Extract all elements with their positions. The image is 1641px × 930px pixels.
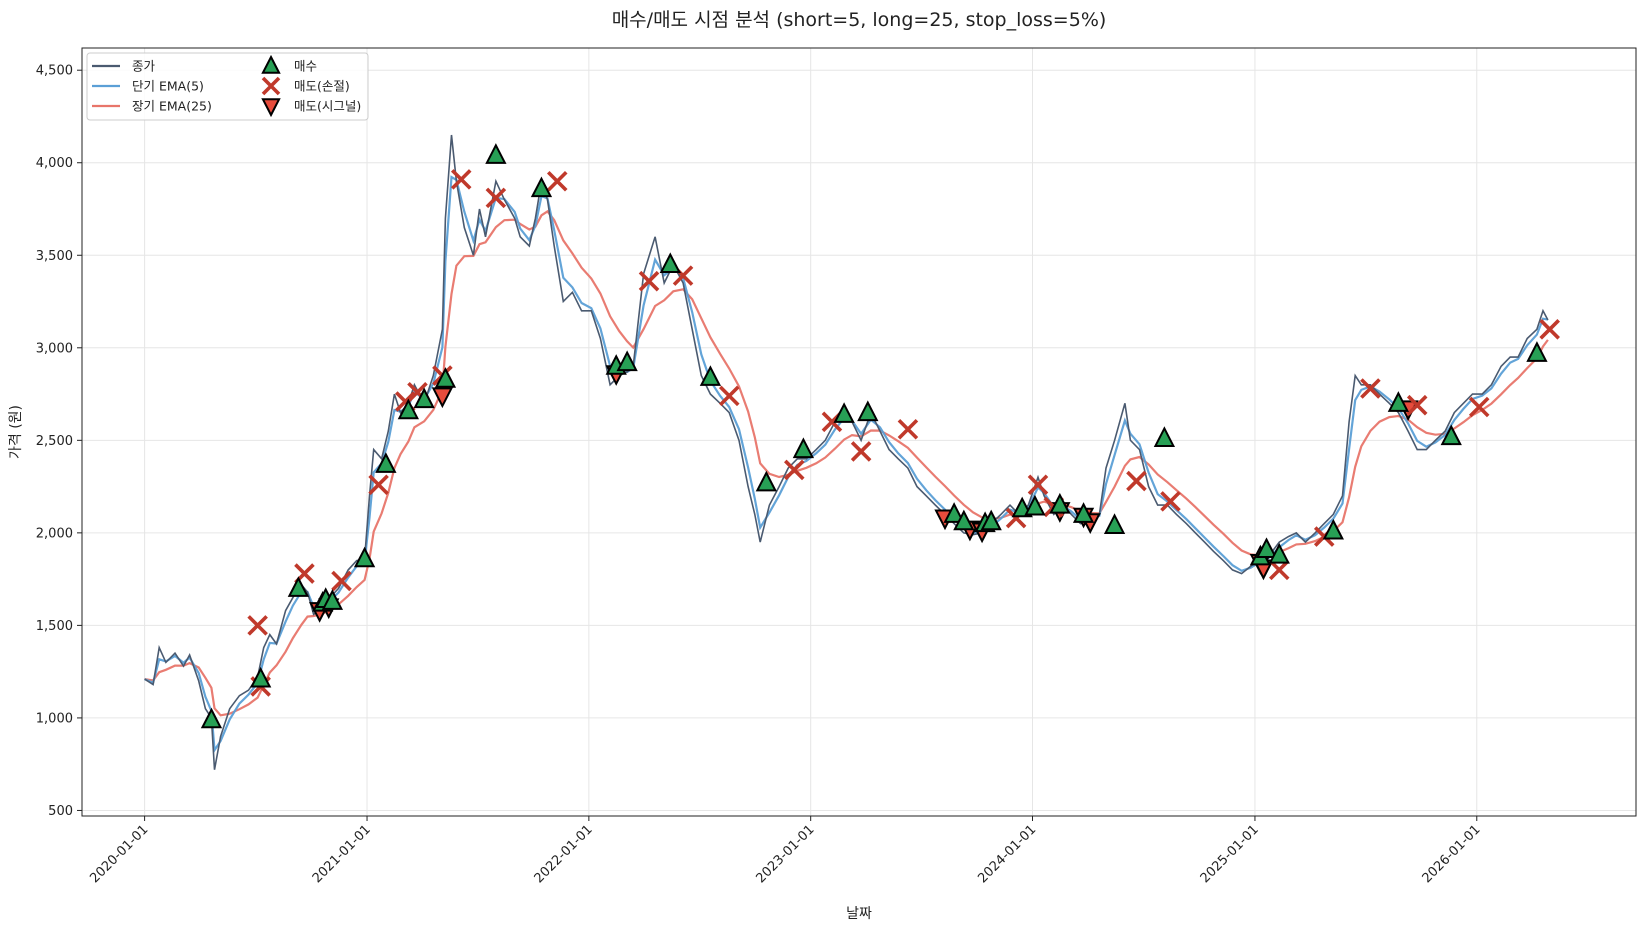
sell-stop-marker <box>1027 474 1049 496</box>
legend-signal-swatch <box>261 98 281 118</box>
buy-marker <box>1268 542 1290 564</box>
y-axis: 500 1,000 1,500 2,000 2,500 3,000 3,500 4,000 4,… <box>36 64 82 819</box>
sell-stop-marker <box>1468 396 1490 418</box>
sell-stop-marker <box>368 474 389 496</box>
buy-marker <box>1103 513 1126 534</box>
sell-stop-marker <box>331 570 352 592</box>
legend-symbol-x <box>261 76 281 96</box>
legend-label: 종가 <box>132 59 156 74</box>
buy-marker <box>755 470 777 492</box>
buy-marker <box>1153 426 1176 447</box>
sell-stop-marker <box>1160 491 1181 512</box>
sell-signal-marker <box>431 387 454 409</box>
sell-stop-marker <box>1406 394 1428 416</box>
x-axis-label: 날짜 <box>846 906 872 922</box>
long-ema-line <box>144 209 1549 717</box>
sell-stop-marker <box>718 385 740 407</box>
buy-marker <box>485 143 507 164</box>
sell-stop-marker <box>897 418 919 440</box>
buy-marker <box>980 509 1002 531</box>
buy-marker <box>953 509 975 531</box>
plot-area <box>144 134 1560 770</box>
y-tick-label: 2,000 <box>36 526 73 541</box>
buy-marker <box>857 400 879 422</box>
legend-label: 매도(손절) <box>294 79 350 94</box>
buy-marker <box>1440 424 1462 446</box>
buy-marker <box>1072 502 1095 523</box>
buy-marker <box>434 367 457 388</box>
sell-stop-marker <box>850 441 872 462</box>
buy-marker <box>200 707 223 729</box>
sell-stop-marker <box>1360 378 1381 399</box>
y-tick-label: 4,500 <box>36 64 73 79</box>
legend-label: 장기 EMA(25) <box>132 99 212 114</box>
buy-marker <box>397 398 419 420</box>
sell-stop-marker <box>638 270 660 292</box>
sell-stop-marker <box>247 615 268 636</box>
legend-buy-swatch <box>261 54 281 74</box>
sell-stop-marker <box>546 170 568 192</box>
buy-marker <box>353 546 376 568</box>
sell-stop-marker <box>450 169 472 190</box>
buy-marker <box>1526 341 1548 362</box>
buy-marker <box>1049 492 1071 514</box>
y-tick-label: 2,500 <box>36 434 73 449</box>
gridlines <box>82 48 1636 816</box>
legend-symbol-triangle-up <box>261 54 281 74</box>
legend-label: 단기 EMA(5) <box>132 79 204 94</box>
buy-marker <box>833 402 855 423</box>
sell-stop-marker <box>1268 559 1290 581</box>
y-tick-label: 1,000 <box>36 711 73 726</box>
buy-marker <box>1387 391 1410 412</box>
buy-marker <box>792 437 815 459</box>
legend-label: 매도(시그널) <box>294 99 361 114</box>
buy-marker <box>699 365 722 386</box>
y-tick-label: 3,500 <box>36 249 73 264</box>
chart-title: 매수/매도 시점 분석 (short=5, long=25, stop_loss… <box>612 9 1107 31</box>
legend-label: 매수 <box>294 59 317 74</box>
close-price-line <box>144 134 1549 770</box>
legend-stop-swatch <box>261 76 281 96</box>
y-tick-label: 3,000 <box>36 341 73 356</box>
y-tick-label: 1,500 <box>36 619 73 634</box>
buy-marker <box>1322 518 1344 540</box>
buy-marker <box>321 589 344 610</box>
buy-marker <box>287 576 309 597</box>
buy-marker <box>1255 537 1278 559</box>
buy-marker <box>659 252 681 274</box>
buy-marker <box>943 502 965 523</box>
y-axis-label: 가격 (원) <box>8 405 24 459</box>
buy-marker <box>413 387 435 409</box>
legend-symbol-triangle-down <box>261 98 281 118</box>
buy-marker <box>530 176 553 198</box>
buy-marker <box>375 452 397 473</box>
legend-frame <box>86 52 369 121</box>
sell-stop-marker <box>1126 470 1147 492</box>
y-tick-label: 4,000 <box>36 156 73 171</box>
sell-stop-marker <box>1539 319 1560 340</box>
sell-stop-marker <box>784 459 805 481</box>
buy-marker <box>1024 494 1046 516</box>
buy-marker <box>250 666 272 688</box>
plot-frame <box>81 47 1637 817</box>
y-tick-label: 500 <box>48 804 73 819</box>
sell-stop-marker <box>485 187 507 209</box>
buy-marker <box>616 350 638 372</box>
